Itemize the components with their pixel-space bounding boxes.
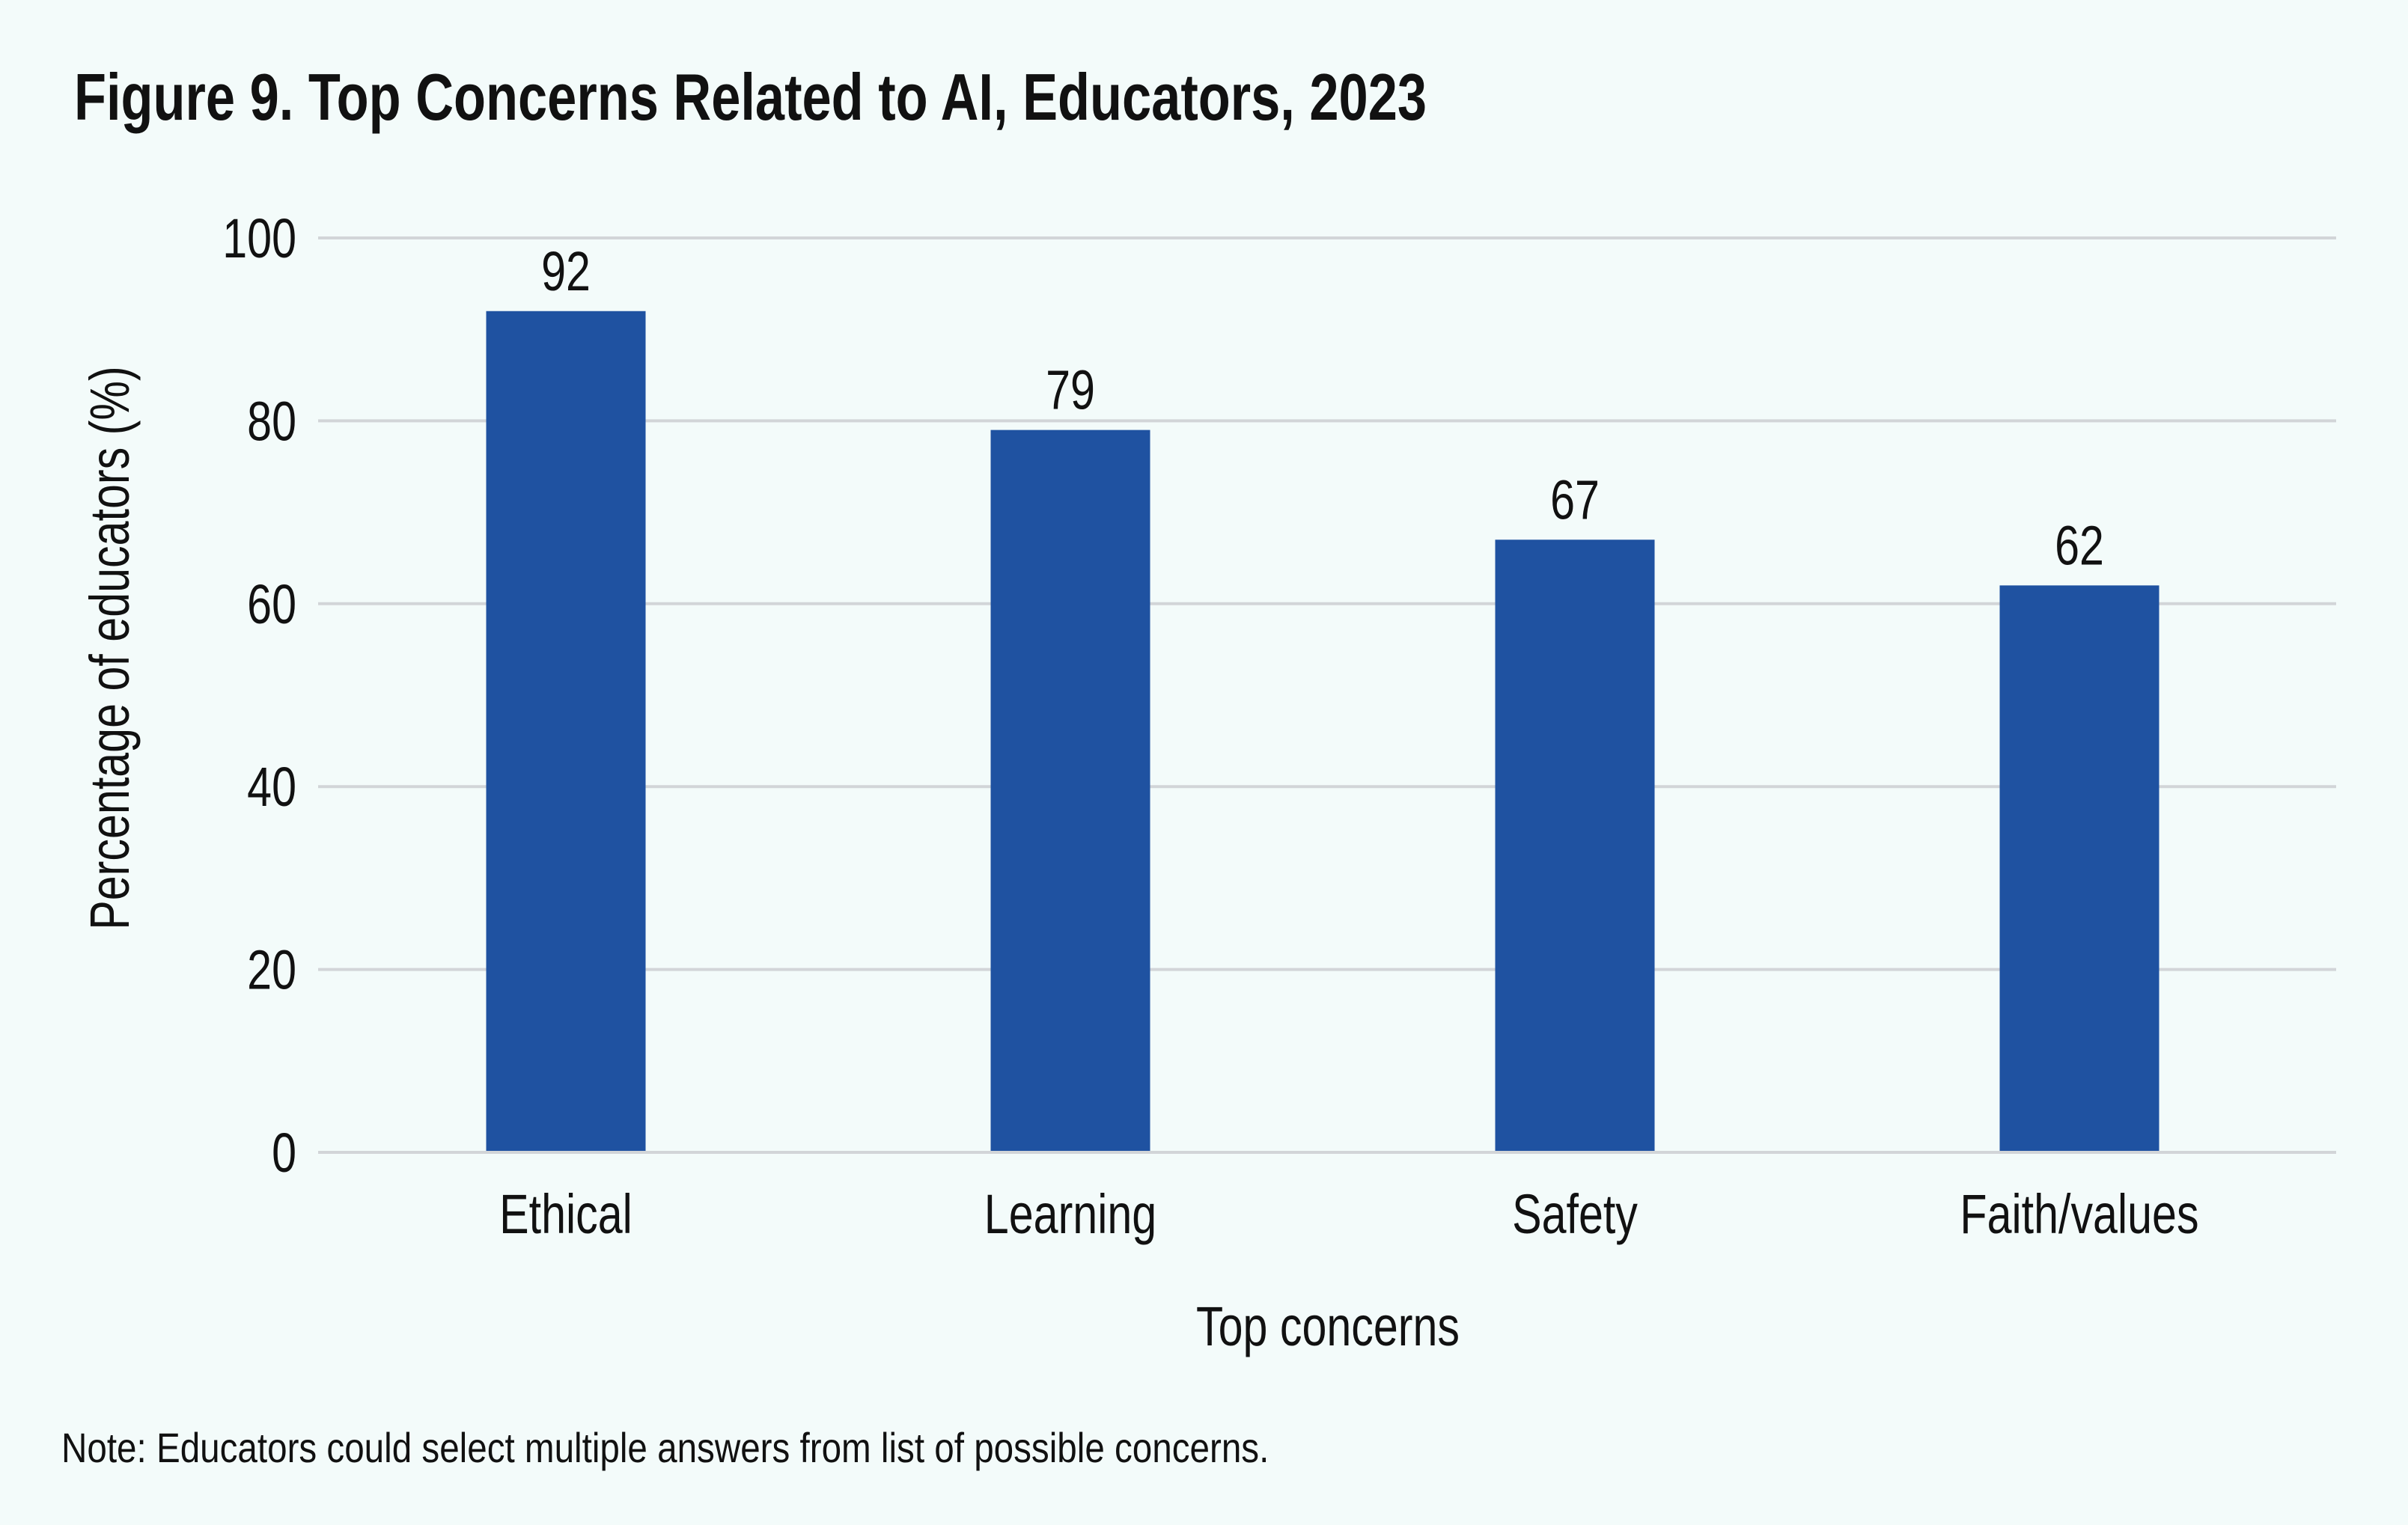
bar bbox=[1999, 585, 2159, 1151]
x-tick-label: Learning bbox=[984, 1184, 1156, 1246]
bar bbox=[990, 430, 1150, 1151]
bar bbox=[486, 311, 646, 1151]
data-label: 92 bbox=[541, 241, 591, 303]
x-axis-title: Top concerns bbox=[1196, 1296, 1460, 1358]
y-tick-label: 60 bbox=[247, 574, 296, 636]
y-tick-label: 80 bbox=[247, 391, 296, 453]
gridlines bbox=[318, 236, 2336, 1154]
chart-note: Note: Educators could select multiple an… bbox=[61, 1425, 1269, 1471]
y-tick-label: 20 bbox=[247, 939, 296, 1001]
bars: 92 79 67 62 bbox=[486, 241, 2159, 1151]
data-label: 62 bbox=[2055, 515, 2104, 577]
y-axis-title: Percentage of educators (%) bbox=[79, 366, 141, 929]
data-label: 67 bbox=[1550, 469, 1600, 531]
x-tick-labels: Ethical Learning Safety Faith/values bbox=[499, 1184, 2198, 1246]
x-tick-label: Ethical bbox=[499, 1184, 633, 1246]
y-tick-label: 40 bbox=[247, 757, 296, 819]
data-label: 79 bbox=[1046, 359, 1095, 421]
y-tick-label: 100 bbox=[222, 208, 296, 270]
x-tick-label: Safety bbox=[1512, 1184, 1638, 1246]
chart-title: Figure 9. Top Concerns Related to AI, Ed… bbox=[74, 60, 1427, 133]
y-tick-labels: 0 20 40 60 80 100 bbox=[222, 208, 296, 1185]
bar bbox=[1495, 540, 1655, 1151]
y-tick-label: 0 bbox=[272, 1122, 296, 1185]
x-tick-label: Faith/values bbox=[1960, 1184, 2198, 1246]
